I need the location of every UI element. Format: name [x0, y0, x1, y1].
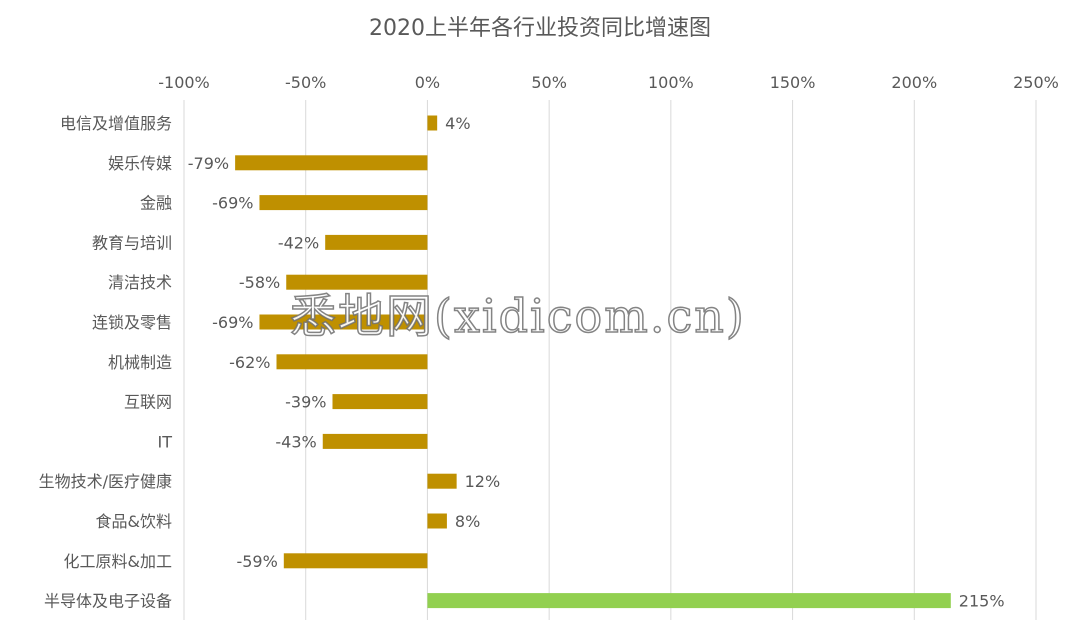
data-label: 215%: [959, 592, 1005, 611]
category-label: 电信及增值服务: [60, 114, 172, 133]
category-label: 清洁技术: [108, 273, 172, 292]
data-label: -62%: [229, 353, 270, 372]
x-tick-label: -100%: [158, 73, 210, 92]
bar: [235, 155, 428, 171]
category-label: 连锁及零售: [92, 313, 172, 332]
bar: [286, 274, 428, 290]
bar: [259, 195, 428, 211]
bar: [427, 593, 951, 609]
bar: [322, 433, 428, 449]
category-label: 互联网: [124, 393, 172, 412]
data-label: -42%: [278, 233, 319, 252]
bar: [325, 234, 428, 250]
data-label: -39%: [285, 393, 326, 412]
bar: [283, 553, 428, 569]
category-label: 生物技术/医疗健康: [39, 472, 172, 491]
category-label: 金融: [140, 194, 172, 213]
category-label: 食品&饮料: [96, 512, 172, 531]
category-label: 半导体及电子设备: [44, 592, 172, 611]
data-label: -59%: [236, 552, 277, 571]
category-label: 化工原料&加工: [64, 552, 172, 571]
x-tick-label: 100%: [648, 73, 694, 92]
bar: [332, 394, 428, 410]
data-label: 4%: [445, 114, 470, 133]
data-label: -79%: [188, 154, 229, 173]
bar: [276, 354, 428, 370]
x-tick-label: 250%: [1013, 73, 1059, 92]
data-label: -69%: [212, 313, 253, 332]
data-label: -43%: [275, 432, 316, 451]
x-tick-label: -50%: [285, 73, 326, 92]
data-label: 12%: [465, 472, 501, 491]
data-label: -58%: [239, 273, 280, 292]
bar: [427, 115, 438, 131]
category-label: 娱乐传媒: [108, 154, 172, 173]
category-label: 机械制造: [108, 353, 172, 372]
bar: [259, 314, 428, 330]
x-tick-label: 200%: [891, 73, 937, 92]
category-label: 教育与培训: [92, 233, 172, 252]
x-tick-label: 50%: [531, 73, 567, 92]
bar: [427, 473, 457, 489]
chart-title: 2020上半年各行业投资同比增速图: [369, 16, 711, 41]
bar: [427, 513, 447, 529]
x-tick-label: 0%: [415, 73, 440, 92]
data-label: 8%: [455, 512, 480, 531]
category-label: IT: [158, 432, 173, 451]
x-tick-label: 150%: [770, 73, 816, 92]
data-label: -69%: [212, 194, 253, 213]
